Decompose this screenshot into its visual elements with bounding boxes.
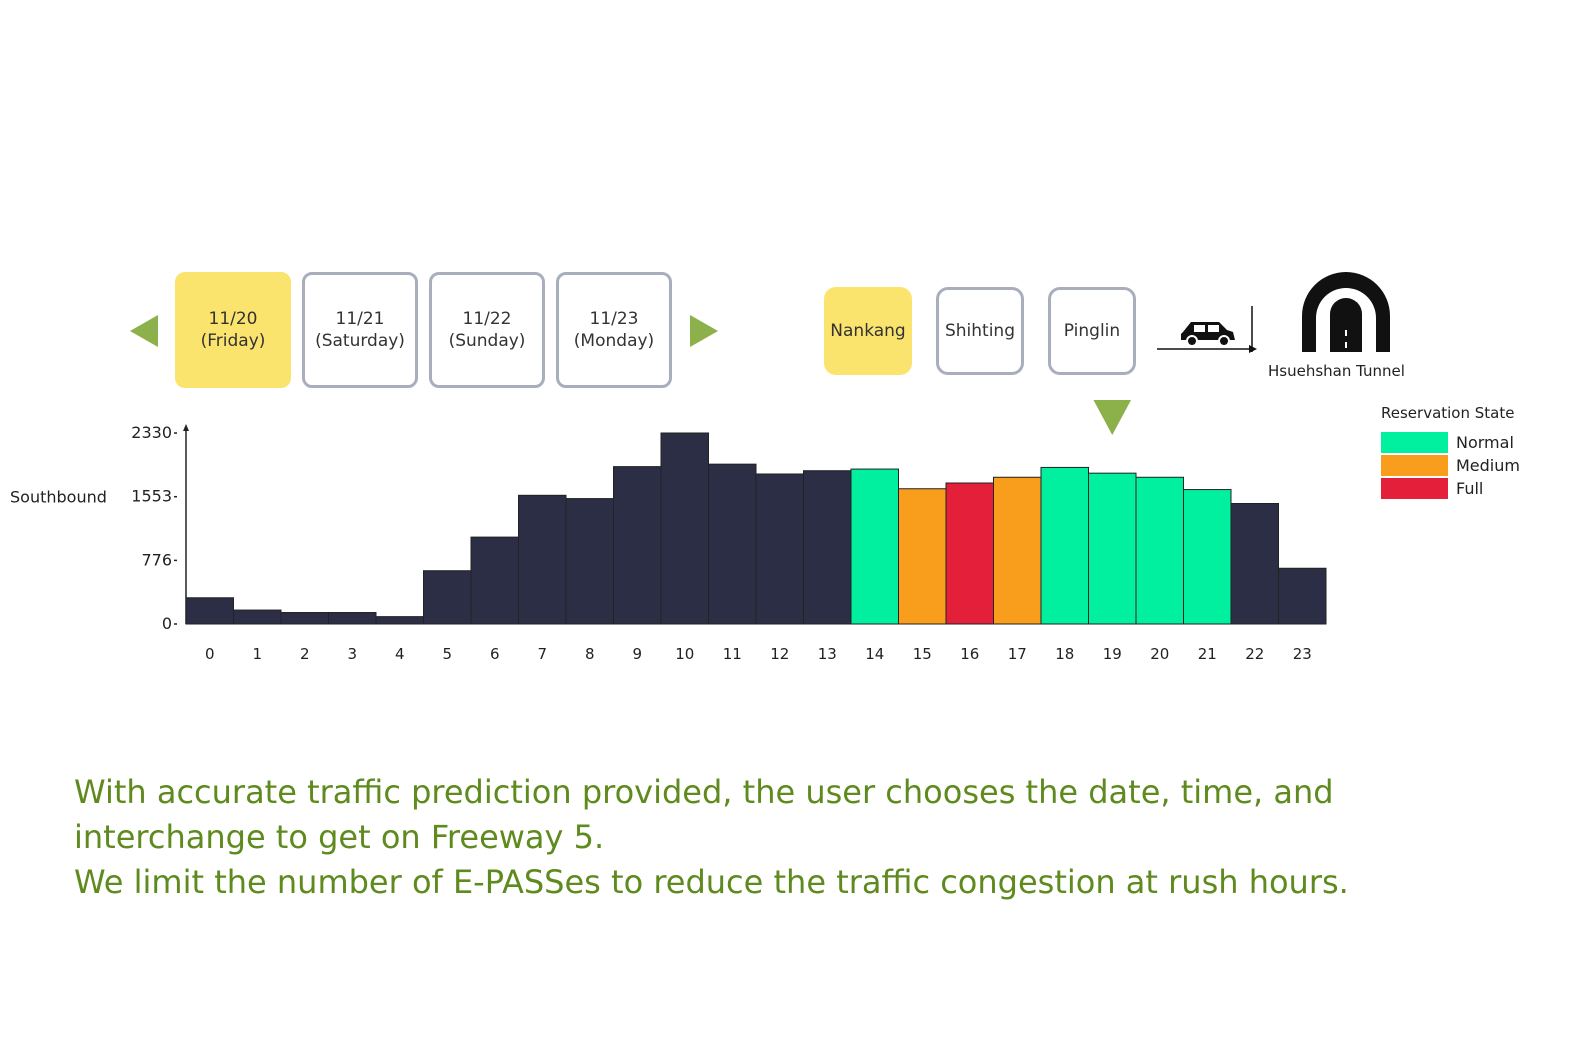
legend-swatch-medium: [1381, 455, 1448, 476]
x-tick-label: 4: [395, 645, 405, 663]
y-axis-label: Southbound: [10, 488, 107, 507]
bar-hour-21: [1183, 489, 1232, 625]
bar-hour-18: [1040, 466, 1089, 625]
x-tick-label: 10: [675, 645, 694, 663]
legend-swatch-normal: [1381, 432, 1448, 453]
x-tick-label: 3: [347, 645, 357, 663]
x-tick-label: 8: [585, 645, 595, 663]
car-route-graphic: [1157, 306, 1257, 353]
bar-hour-15: [898, 488, 947, 625]
date-label: 11/22: [462, 309, 512, 329]
x-tick-label: 11: [723, 645, 742, 663]
bar-hour-4: [375, 616, 424, 625]
x-tick-label: 19: [1103, 645, 1122, 663]
bar-hour-11: [708, 463, 757, 625]
bar-hour-6: [470, 536, 519, 625]
x-tick-label: 9: [632, 645, 642, 663]
date-button-1120[interactable]: 11/20 (Friday): [175, 272, 291, 388]
bar-hour-1: [233, 609, 282, 625]
interchange-label: Shihting: [944, 321, 1016, 341]
bar-hour-8: [565, 498, 614, 625]
y-tick-label: 0: [162, 614, 172, 633]
bar-hour-19: [1088, 472, 1137, 625]
x-tick-label: 2: [300, 645, 310, 663]
y-tick-label: 1553: [131, 487, 172, 506]
interchange-label: Pinglin: [1063, 321, 1121, 341]
caption-line-2: interchange to get on Freeway 5.: [74, 818, 605, 856]
bar-hour-2: [280, 612, 329, 625]
bar-hour-9: [613, 466, 662, 625]
bar-hour-12: [755, 473, 804, 625]
interchange-label: Nankang: [830, 321, 906, 341]
date-label: 11/21: [335, 309, 385, 329]
legend-label: Medium: [1456, 456, 1520, 475]
bar-hour-0: [185, 597, 234, 625]
bar-hour-23: [1278, 567, 1327, 625]
day-label: (Monday): [573, 331, 655, 351]
legend-swatch-full: [1381, 478, 1448, 499]
caption-line-1: With accurate traffic prediction provide…: [74, 773, 1334, 811]
bar-hour-16: [945, 482, 994, 625]
date-button-1122[interactable]: 11/22 (Sunday): [429, 272, 545, 388]
x-tick-label: 15: [913, 645, 932, 663]
x-tick-label: 18: [1055, 645, 1074, 663]
x-tick-label: 23: [1293, 645, 1312, 663]
selected-hour-marker-icon[interactable]: [1090, 400, 1134, 435]
x-tick-label: 13: [818, 645, 837, 663]
y-axis-arrow: [183, 424, 189, 431]
bar-hour-17: [993, 476, 1042, 625]
x-tick-label: 5: [442, 645, 452, 663]
x-tick-label: 0: [205, 645, 215, 663]
triangle-left-icon: [130, 315, 158, 347]
legend-title: Reservation State: [1381, 404, 1515, 422]
bar-hour-14: [850, 468, 899, 625]
car-icon: [1181, 322, 1235, 347]
x-tick-label: 1: [252, 645, 262, 663]
x-tick-label: 12: [770, 645, 789, 663]
date-label: 11/23: [589, 309, 639, 329]
caption-line-3: We limit the number of E-PASSes to reduc…: [74, 863, 1349, 901]
x-tick-label: 6: [490, 645, 500, 663]
x-tick-label: 16: [960, 645, 979, 663]
interchange-button-shihting[interactable]: Shihting: [936, 287, 1024, 375]
day-label: (Sunday): [448, 331, 526, 351]
bar-hour-10: [660, 432, 709, 625]
x-tick-label: 17: [1008, 645, 1027, 663]
bar-hour-13: [803, 470, 852, 625]
interchange-button-pinglin[interactable]: Pinglin: [1048, 287, 1136, 375]
prev-date-button[interactable]: [130, 315, 160, 351]
bar-hour-22: [1230, 502, 1279, 625]
bar-hour-7: [518, 494, 567, 625]
y-tick-label: 776: [141, 550, 172, 569]
y-tick-label: 2330: [131, 423, 172, 442]
legend-label: Full: [1456, 479, 1484, 498]
date-button-1121[interactable]: 11/21 (Saturday): [302, 272, 418, 388]
x-tick-label: 20: [1150, 645, 1169, 663]
bar-hour-20: [1135, 476, 1184, 625]
legend-item-normal: Normal: [1381, 432, 1514, 453]
tunnel-icon: [1302, 272, 1390, 352]
date-label: 11/20: [208, 309, 258, 329]
bar-hour-5: [423, 570, 472, 625]
next-date-button[interactable]: [690, 315, 720, 351]
x-tick-label: 7: [537, 645, 547, 663]
caption: With accurate traffic prediction provide…: [74, 770, 1524, 905]
x-tick-label: 21: [1198, 645, 1217, 663]
day-label: (Saturday): [315, 331, 405, 351]
bar-hour-3: [328, 612, 377, 625]
x-tick-label: 22: [1245, 645, 1264, 663]
legend-item-full: Full: [1381, 478, 1483, 499]
interchange-button-nankang[interactable]: Nankang: [824, 287, 912, 375]
tunnel-label: Hsuehshan Tunnel: [1268, 362, 1405, 380]
legend-label: Normal: [1456, 433, 1514, 452]
triangle-right-icon: [690, 315, 718, 347]
legend-item-medium: Medium: [1381, 455, 1520, 476]
day-label: (Friday): [200, 331, 266, 351]
x-tick-label: 14: [865, 645, 884, 663]
date-button-1123[interactable]: 11/23 (Monday): [556, 272, 672, 388]
